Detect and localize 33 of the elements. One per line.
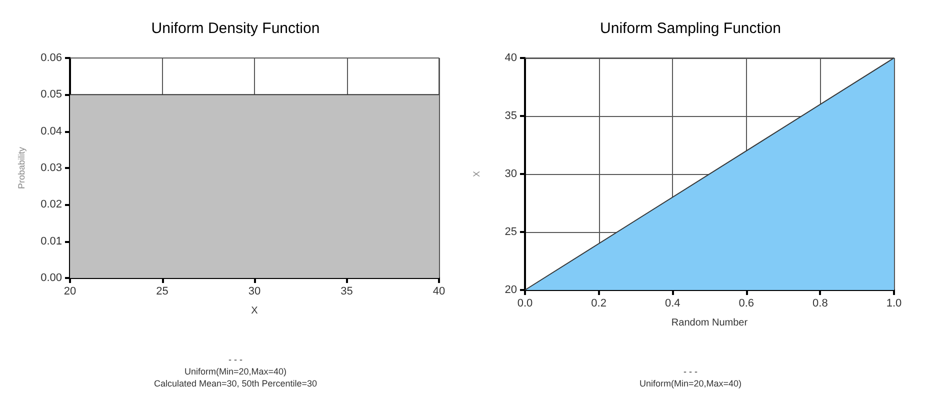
y-axis-title: X (472, 170, 482, 178)
chart-title: Uniform Sampling Function (600, 20, 781, 37)
chart-title: Uniform Density Function (151, 20, 320, 37)
y-tick-label: 0.05 (40, 88, 62, 101)
x-tick-label: 0.8 (812, 298, 828, 310)
x-tick-label: 25 (156, 286, 168, 298)
x-tick-label: 1.0 (886, 298, 902, 310)
text: Uniform(Min=20,Max=40) (184, 366, 287, 376)
y-tick-label: 25 (504, 226, 517, 238)
x-tick-label: 40 (432, 286, 446, 298)
y-axis-title: Probability (16, 146, 26, 190)
text: Calculated Mean=30, 50th Percentile=30 (154, 378, 318, 388)
text: Uniform(Min=20,Max=40) (639, 378, 742, 388)
x-axis-title: Random Number (671, 318, 748, 328)
text: - - - (228, 354, 243, 364)
y-tick-label: 35 (504, 110, 517, 122)
x-tick-label: 30 (248, 286, 261, 298)
y-tick-label: 0.04 (40, 125, 62, 138)
y-tick-label: 0.03 (40, 162, 62, 174)
y-tick-label: 0.02 (40, 198, 62, 211)
x-tick-label: 35 (340, 286, 353, 298)
x-tick-label: 0.2 (591, 298, 606, 310)
y-tick-label: 0.06 (40, 52, 62, 64)
x-tick-label: 0.6 (738, 298, 754, 310)
x-tick-label: 0.0 (517, 298, 533, 310)
x-tick-label: 20 (64, 286, 76, 298)
x-tick-label: 0.4 (664, 298, 680, 310)
x-axis-title: X (251, 306, 258, 316)
y-tick-label: 30 (504, 168, 517, 180)
y-tick-label: 0.00 (40, 272, 62, 284)
text: - - - (684, 366, 698, 376)
y-tick-label: 40 (504, 52, 517, 64)
y-tick-label: 0.01 (40, 235, 62, 248)
